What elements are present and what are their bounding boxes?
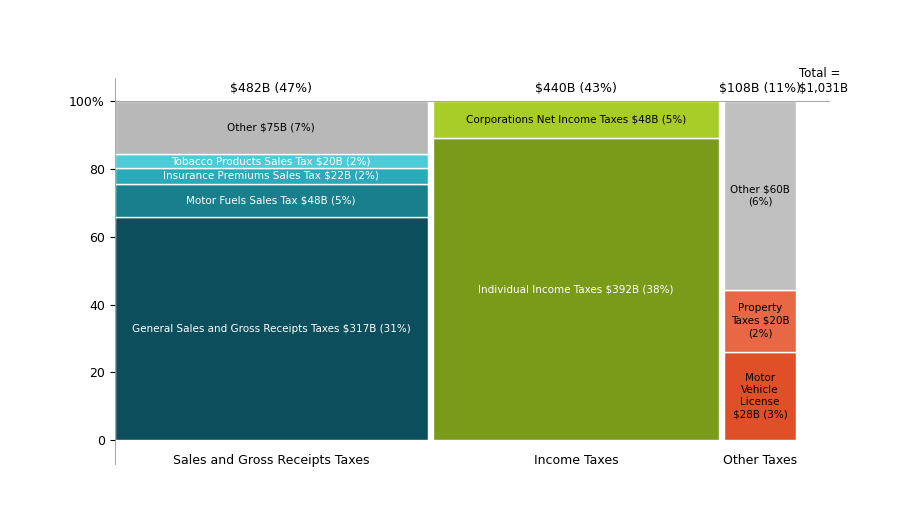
Bar	[724, 101, 796, 290]
Text: Motor
Vehicle
License
$28B (3%): Motor Vehicle License $28B (3%)	[733, 372, 788, 420]
Bar	[114, 154, 428, 168]
Bar	[114, 217, 428, 440]
Text: Individual Income Taxes $392B (38%): Individual Income Taxes $392B (38%)	[478, 284, 674, 294]
Text: Total =
$1,031B: Total = $1,031B	[799, 66, 848, 95]
Text: $108B (11%): $108B (11%)	[719, 82, 801, 95]
Text: Tobacco Products Sales Tax $20B (2%): Tobacco Products Sales Tax $20B (2%)	[172, 156, 371, 166]
Bar	[724, 352, 796, 440]
Text: Sales and Gross Receipts Taxes: Sales and Gross Receipts Taxes	[173, 453, 370, 467]
Text: Income Taxes: Income Taxes	[534, 453, 618, 467]
Text: Other $75B (7%): Other $75B (7%)	[228, 123, 315, 133]
Text: Other $60B
(6%): Other $60B (6%)	[730, 184, 790, 207]
Bar	[114, 168, 428, 184]
Bar	[114, 101, 428, 154]
Text: Motor Fuels Sales Tax $48B (5%): Motor Fuels Sales Tax $48B (5%)	[186, 196, 356, 206]
Text: Other Taxes: Other Taxes	[723, 453, 797, 467]
Text: Insurance Premiums Sales Tax $22B (2%): Insurance Premiums Sales Tax $22B (2%)	[163, 171, 379, 181]
Bar	[114, 184, 428, 217]
Text: $482B (47%): $482B (47%)	[230, 82, 312, 95]
Text: Corporations Net Income Taxes $48B (5%): Corporations Net Income Taxes $48B (5%)	[466, 115, 686, 125]
Bar	[433, 101, 719, 138]
Text: General Sales and Gross Receipts Taxes $317B (31%): General Sales and Gross Receipts Taxes $…	[132, 324, 410, 334]
Bar	[724, 290, 796, 352]
Text: $440B (43%): $440B (43%)	[536, 82, 617, 95]
Text: Property
Taxes $20B
(2%): Property Taxes $20B (2%)	[731, 303, 789, 338]
Bar	[433, 138, 719, 440]
